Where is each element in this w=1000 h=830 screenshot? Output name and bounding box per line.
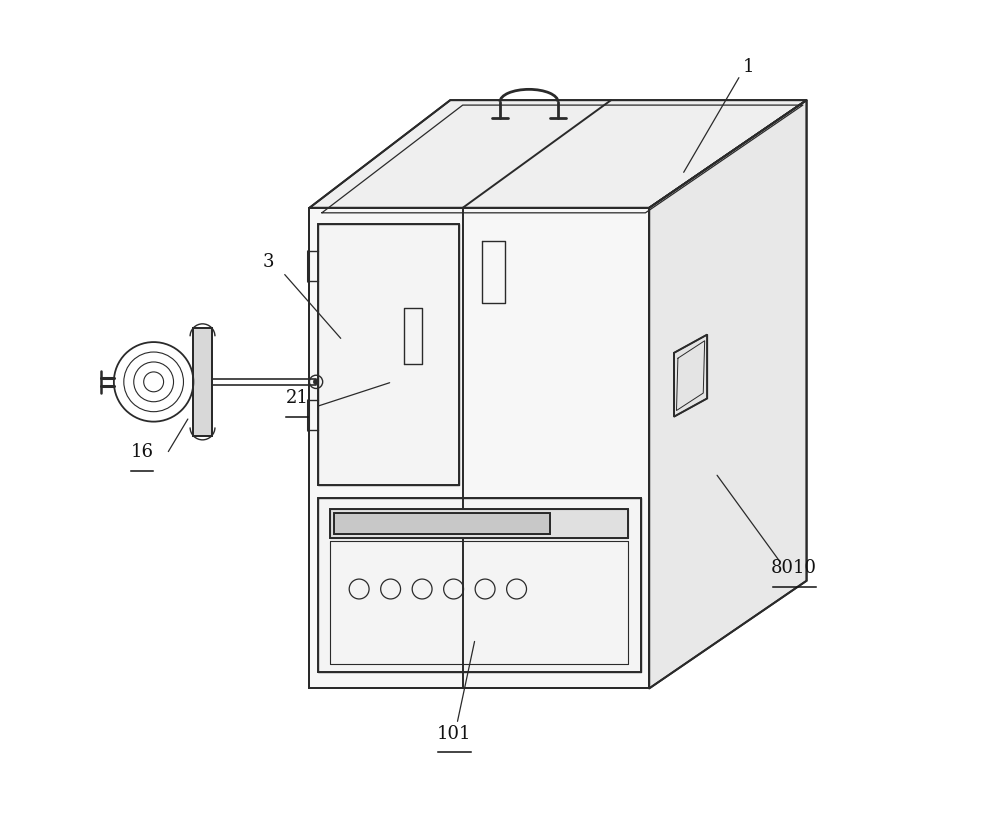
Polygon shape (330, 510, 628, 538)
Polygon shape (334, 513, 550, 535)
Text: 8010: 8010 (771, 559, 817, 578)
Text: 1: 1 (743, 58, 754, 76)
Circle shape (313, 379, 319, 384)
Text: 21: 21 (286, 389, 308, 408)
Polygon shape (318, 224, 459, 486)
Polygon shape (649, 100, 807, 688)
Text: 101: 101 (437, 725, 472, 743)
Polygon shape (309, 100, 807, 208)
Text: 3: 3 (262, 252, 274, 271)
Polygon shape (193, 328, 212, 436)
Polygon shape (318, 498, 641, 671)
Polygon shape (309, 208, 649, 688)
Polygon shape (674, 334, 707, 417)
Text: 16: 16 (131, 443, 154, 461)
